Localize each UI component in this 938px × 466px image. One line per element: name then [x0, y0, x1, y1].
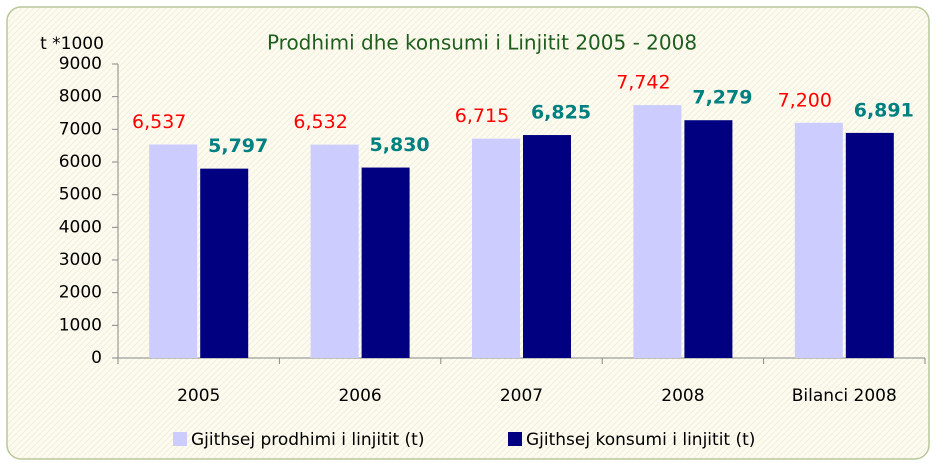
y-tick-label: 9000 [59, 54, 102, 74]
bar [523, 135, 571, 358]
y-tick-label: 0 [91, 348, 102, 368]
data-label: 6,532 [293, 111, 347, 133]
bar [361, 167, 410, 358]
legend-swatch [508, 432, 522, 446]
x-tick-label: Bilanci 2008 [792, 386, 897, 406]
bar [200, 168, 249, 358]
y-tick-label: 4000 [59, 217, 102, 237]
y-tick-label: 8000 [59, 87, 102, 107]
y-tick-label: 6000 [59, 152, 102, 172]
chart-title: Prodhimi dhe konsumi i Linjitit 2005 - 2… [267, 31, 697, 55]
x-tick-label: 2007 [500, 386, 543, 406]
data-label: 7,742 [616, 72, 670, 94]
bar [310, 144, 359, 358]
y-tick-label: 1000 [59, 315, 102, 335]
data-label: 7,200 [778, 89, 832, 111]
bar [149, 144, 198, 358]
x-tick-label: 2008 [661, 386, 704, 406]
x-tick-label: 2005 [177, 386, 220, 406]
bar [633, 105, 682, 358]
data-label: 6,537 [132, 111, 186, 133]
data-label: 7,279 [692, 87, 752, 109]
data-label: 5,797 [208, 135, 268, 157]
y-axis-label: t *1000 [40, 34, 104, 54]
data-label: 6,715 [455, 105, 509, 127]
bar [845, 132, 894, 358]
bar [684, 120, 733, 358]
bar [794, 122, 843, 358]
bar [472, 138, 520, 358]
data-label: 6,891 [854, 99, 914, 121]
legend-label: Gjithsej prodhimi i linjitit (t) [191, 430, 424, 450]
legend-label: Gjithsej konsumi i linjitit (t) [526, 430, 755, 450]
y-tick-label: 7000 [59, 119, 102, 139]
data-label: 5,830 [370, 134, 430, 156]
y-tick-label: 2000 [59, 283, 102, 303]
x-tick-label: 2006 [338, 386, 381, 406]
data-label: 6,825 [531, 102, 591, 124]
chart-background [6, 6, 930, 460]
legend-swatch [173, 432, 187, 446]
y-tick-label: 3000 [59, 250, 102, 270]
y-tick-label: 5000 [59, 185, 102, 205]
